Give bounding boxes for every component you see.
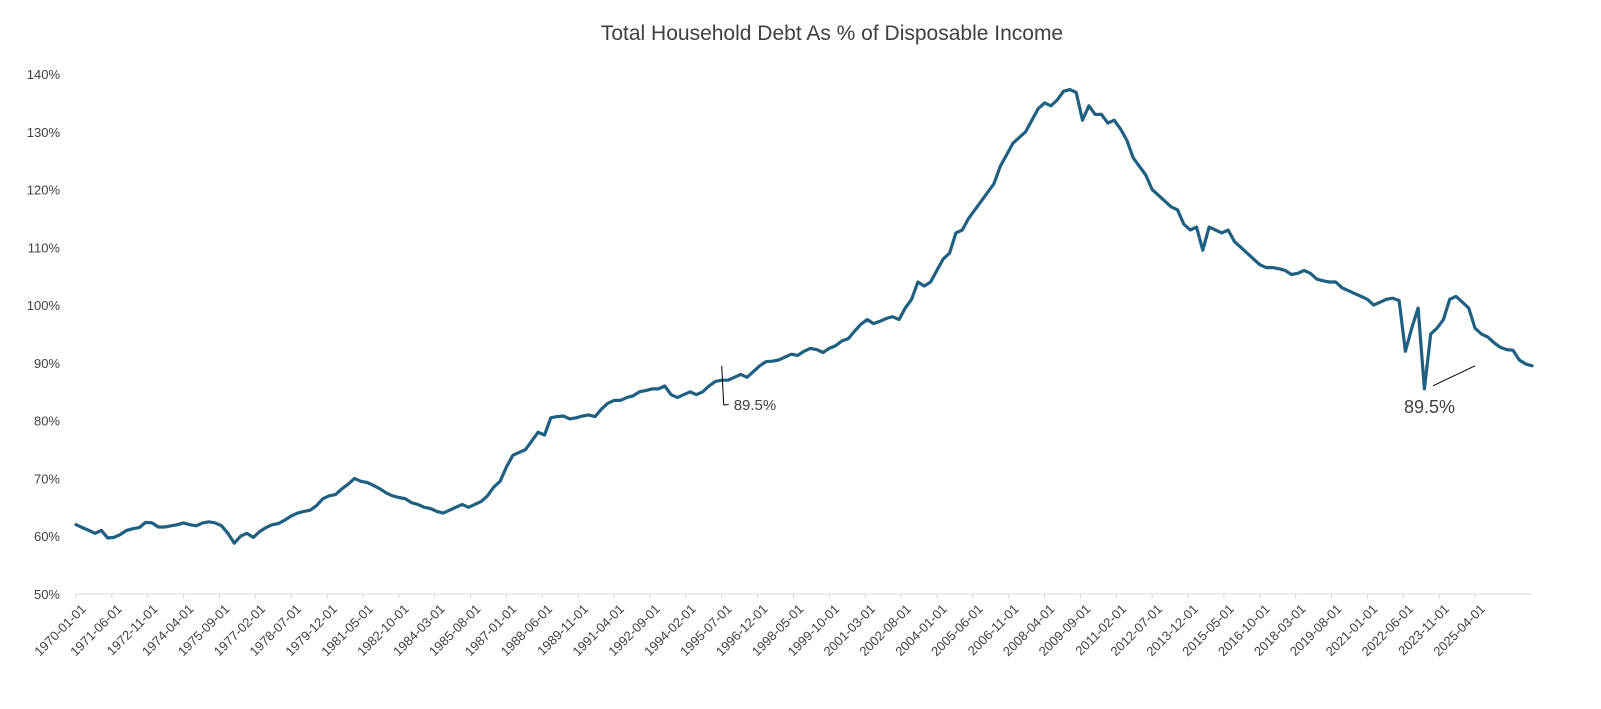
annotations: 89.5% 89.5% <box>721 365 1476 417</box>
series-line-household-debt <box>74 88 1534 545</box>
annotation-label-1: 89.5% <box>734 397 777 414</box>
annotation-leader-2 <box>1432 365 1476 387</box>
chart-title: Total Household Debt As % of Disposable … <box>601 22 1063 45</box>
y-tick-label: 70% <box>34 471 60 486</box>
y-tick-label: 50% <box>34 587 60 602</box>
y-tick-label: 100% <box>27 298 61 313</box>
y-tick-label: 130% <box>27 125 61 140</box>
y-tick-label: 90% <box>34 356 60 371</box>
y-tick-label: 80% <box>34 414 60 429</box>
y-tick-label: 110% <box>28 240 61 255</box>
y-tick-label: 120% <box>27 183 61 198</box>
annotation-label-2: 89.5% <box>1404 397 1455 417</box>
x-axis: 1970-01-011971-06-011972-11-011974-04-01… <box>31 594 1488 659</box>
y-tick-label: 140% <box>27 67 61 82</box>
y-axis: 50% 60% 70% 80% 90% 100% 110% 120% 130% 140% <box>27 67 61 602</box>
y-tick-label: 60% <box>34 529 60 544</box>
annotation-leader-1 <box>721 365 729 406</box>
